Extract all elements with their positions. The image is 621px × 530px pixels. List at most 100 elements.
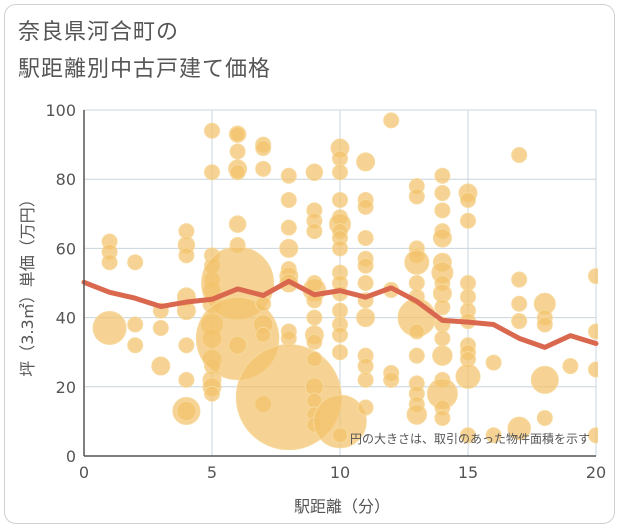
bubble-point (460, 427, 476, 444)
bubble-point (383, 112, 400, 129)
bubble-point (434, 409, 451, 426)
bubble-point (511, 146, 528, 163)
bubble-point (255, 140, 272, 157)
bubble-point (383, 371, 400, 388)
x-axis-label: 駅距離（分） (294, 497, 390, 516)
x-tick-label: 5 (207, 463, 217, 482)
average-line-layer (81, 278, 599, 350)
bubble-point (432, 345, 453, 366)
x-tick-label: 10 (330, 463, 350, 482)
bubble-point (460, 288, 476, 305)
bubble-point (332, 344, 348, 361)
bubble-point (511, 295, 528, 312)
bubble-point (530, 365, 559, 394)
bubble-point (507, 416, 531, 441)
bubble-point (588, 361, 598, 378)
bubble-point (332, 150, 348, 167)
bubble-point (357, 371, 374, 388)
bubble-point (357, 198, 374, 215)
y-tick-label: 60 (56, 239, 76, 258)
chart-title-line2: 駅距離別中古戸建て価格 (18, 57, 272, 82)
bubble-point (280, 330, 297, 347)
bubble-point (511, 271, 528, 288)
chart-title-line1: 奈良県河合町の (18, 20, 180, 45)
bubble-point (229, 143, 246, 160)
bubble-point (357, 257, 374, 274)
bubble-point (305, 163, 324, 182)
axes: 0 20 40 60 80 100 0 5 10 15 20 (45, 101, 606, 482)
x-tick-label: 0 (79, 463, 89, 482)
bubble-point (432, 228, 452, 248)
bubble-point (280, 219, 297, 236)
bubble-point (204, 164, 220, 181)
bubble-point (229, 164, 246, 181)
size-note: 円の大きさは、取引のあった物件面積を示す (350, 431, 590, 446)
bubble-point (127, 254, 144, 271)
bubble-point (228, 335, 248, 355)
bubble-point (255, 295, 272, 312)
x-tick-label: 20 (586, 463, 606, 482)
bubble-point (92, 310, 127, 345)
bubble-point (357, 275, 374, 291)
bubble-point (434, 299, 451, 316)
bubble-point (178, 247, 195, 264)
bubble-point (434, 330, 451, 347)
bubble-point (176, 400, 197, 422)
bubble-point (536, 316, 553, 333)
bubble-point (356, 308, 376, 328)
bubble-point (536, 409, 553, 426)
bubble-point (460, 191, 476, 208)
bubble-point (511, 313, 528, 330)
bubble-point (357, 230, 374, 247)
bubble-layer (92, 112, 598, 451)
bubble-point (485, 427, 502, 444)
bubble-point (408, 275, 425, 291)
bubble-point (306, 351, 323, 368)
bubble-point (588, 268, 598, 285)
bubble-point (332, 164, 348, 181)
bubble-point (255, 326, 272, 343)
bubble-point (588, 323, 598, 340)
bubble-point (408, 347, 425, 364)
bubble-point (408, 323, 425, 340)
bubble-point (313, 394, 367, 449)
y-tick-label: 80 (56, 170, 76, 189)
bubble-point (204, 122, 220, 139)
bubble-point (127, 337, 144, 354)
bubble-point (434, 202, 451, 219)
bubble-point (562, 358, 579, 375)
bubble-point (434, 167, 451, 184)
bubble-point (356, 152, 376, 172)
y-tick-label: 0 (66, 447, 76, 466)
x-tick-label: 15 (458, 463, 478, 482)
bubble-point (178, 371, 195, 388)
bubble-point (406, 404, 428, 425)
bubble-point (460, 212, 476, 229)
bubble-point (408, 188, 425, 205)
bubble-point (332, 302, 348, 319)
bubble-point (306, 223, 323, 240)
bubble-point (332, 427, 348, 444)
bubble-point (255, 160, 272, 177)
bubble-point (280, 191, 297, 208)
bubble-point (151, 356, 171, 376)
bubble-point (404, 249, 430, 275)
bubble-point (332, 326, 348, 343)
bubble-point (460, 275, 476, 291)
bubble-point (588, 427, 598, 444)
bubble-point (127, 316, 144, 333)
bubble-point (485, 354, 502, 371)
bubble-point (434, 185, 451, 202)
bubble-point (228, 215, 247, 233)
bubble-point (332, 191, 348, 208)
bubble-point (455, 363, 481, 389)
bubble-point (306, 309, 323, 326)
y-tick-label: 100 (45, 101, 76, 120)
bubble-point (279, 238, 299, 258)
bubble-point (306, 333, 323, 350)
y-axis-label: 坪（3.3㎡）単価（万円） (18, 191, 37, 376)
bubble-point (101, 254, 118, 271)
bubble-point (152, 319, 169, 336)
bubble-point (280, 167, 297, 184)
